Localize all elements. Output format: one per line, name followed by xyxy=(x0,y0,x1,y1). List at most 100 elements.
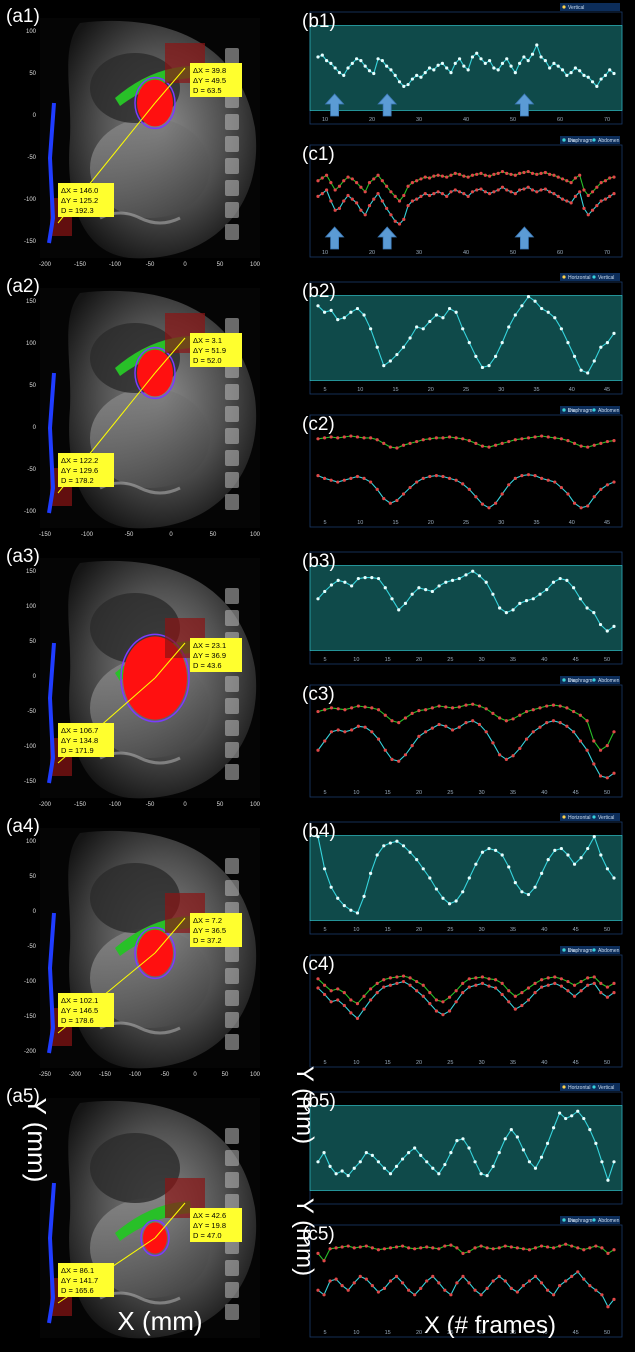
tumor-vertical-point xyxy=(408,850,412,854)
diaphragm-point xyxy=(538,706,542,710)
tumor-vertical-point xyxy=(453,61,457,65)
tumor-vertical-point xyxy=(540,306,544,311)
diaphragm-point xyxy=(316,1251,320,1255)
mri-x-tick-label: -50 xyxy=(125,532,134,538)
diaphragm-point xyxy=(362,436,366,440)
diaphragm-point xyxy=(530,171,535,175)
tumor-vertical-point xyxy=(474,862,478,866)
plot-x-tick-label: 25 xyxy=(447,657,453,663)
diaphragm-point xyxy=(515,1246,519,1250)
abdomen-point xyxy=(358,1274,362,1278)
abdomen-point xyxy=(329,199,333,203)
diaphragm-point xyxy=(428,437,432,441)
legend-entry: Abdomen xyxy=(598,1218,620,1224)
annotation-arrow xyxy=(324,226,345,250)
diaphragm-point xyxy=(487,445,491,449)
abdomen-point xyxy=(440,192,445,196)
tumor-vertical-point xyxy=(454,310,458,314)
plot-x-tick-label: 10 xyxy=(357,387,363,393)
diaphragm-point xyxy=(359,185,363,189)
tumor-vertical-point xyxy=(491,1164,495,1168)
tumor-vertical-point xyxy=(388,1172,393,1176)
abdomen-point xyxy=(612,991,616,995)
abdomen-point xyxy=(588,1284,592,1288)
legend-marker xyxy=(592,1085,596,1089)
legend-entry: Vertical xyxy=(598,1085,614,1091)
mri-y-tick-label: 100 xyxy=(26,604,37,610)
diaphragm-point xyxy=(356,704,360,708)
vertebra xyxy=(225,428,239,444)
diaphragm-point xyxy=(605,985,610,989)
abdomen-point xyxy=(383,748,387,752)
diaphragm-point xyxy=(564,1242,568,1246)
abdomen-point xyxy=(395,498,399,503)
tumor-vertical-point xyxy=(526,295,531,299)
panel-label-a: (a2) xyxy=(6,276,40,297)
abdomen-point xyxy=(320,192,324,196)
abdomen-point xyxy=(413,1293,417,1297)
abdomen-point xyxy=(565,724,569,728)
diaphragm-point xyxy=(521,1247,525,1251)
plot-x-tick-label: 20 xyxy=(369,117,375,123)
mri-x-tick-label: -50 xyxy=(161,1072,170,1078)
abdomen-point xyxy=(487,506,491,510)
plot-x-tick-label: 40 xyxy=(569,387,575,393)
abdomen-point xyxy=(316,1288,320,1292)
vertebra xyxy=(225,1150,239,1166)
abdomen-point xyxy=(324,188,329,192)
tumor-vertical-point xyxy=(323,589,327,594)
tumor-vertical-point xyxy=(556,64,560,68)
mri-x-tick-label: -100 xyxy=(129,1072,142,1078)
abdomen-point xyxy=(551,719,556,723)
abdomen-point xyxy=(367,204,372,208)
tumor-vertical-point xyxy=(333,66,337,70)
abdomen-point xyxy=(408,485,412,490)
abdomen-point xyxy=(538,725,542,729)
abdomen-point xyxy=(423,192,427,196)
tumor-vertical-point xyxy=(551,580,556,584)
tumor-vertical-point xyxy=(415,858,419,862)
tumor-vertical-point xyxy=(515,1135,519,1139)
diaphragm-point xyxy=(572,441,577,445)
plot-x-tick-label: 5 xyxy=(323,1060,326,1066)
vertebra xyxy=(225,202,239,218)
abdomen-point xyxy=(531,730,535,734)
y-axis-label-left: Y (mm) xyxy=(22,1098,52,1183)
diaphragm-point xyxy=(582,1248,586,1252)
diaphragm-point xyxy=(437,1247,441,1251)
abdomen-region xyxy=(90,118,210,218)
mri-x-tick-label: 0 xyxy=(193,1072,197,1078)
abdomen-point xyxy=(323,739,327,743)
vertebra xyxy=(225,1282,239,1298)
abdomen-point xyxy=(375,991,379,995)
abdomen-point xyxy=(342,1003,346,1008)
diaphragm-point xyxy=(487,977,491,981)
diaphragm-point xyxy=(545,1245,550,1249)
tumor-vertical-point xyxy=(336,578,340,583)
diaphragm-point xyxy=(340,1245,344,1249)
diaphragm-point xyxy=(328,1247,332,1251)
diaphragm-point xyxy=(612,1248,616,1252)
abdomen-point xyxy=(573,194,577,198)
diaphragm-point xyxy=(336,707,340,711)
diaphragm-point xyxy=(513,438,517,442)
abdomen-point xyxy=(461,1274,465,1278)
tumor-vertical-point xyxy=(518,601,522,606)
tumor-vertical-point xyxy=(467,341,471,345)
legend-entry: Horizontal xyxy=(568,275,591,281)
tumor-vertical-point xyxy=(415,73,419,77)
distance-line-top xyxy=(154,67,186,104)
abdomen-point xyxy=(437,722,441,727)
abdomen-point xyxy=(586,983,590,987)
tumor-vertical-point xyxy=(425,1160,429,1164)
abdomen-point xyxy=(356,724,360,728)
tumor-vertical-point xyxy=(320,53,324,57)
annotation-tumor-line: ΔY = 49.5 xyxy=(193,76,226,85)
mri-x-tick-label: -100 xyxy=(109,802,122,808)
diaphragm-point xyxy=(576,1246,580,1250)
abdomen-point xyxy=(503,1279,507,1283)
abdomen-point xyxy=(605,995,610,999)
abdomen-point xyxy=(382,985,386,989)
tumor-vertical-point xyxy=(322,867,327,871)
panel-label: (b5) xyxy=(302,1091,336,1112)
